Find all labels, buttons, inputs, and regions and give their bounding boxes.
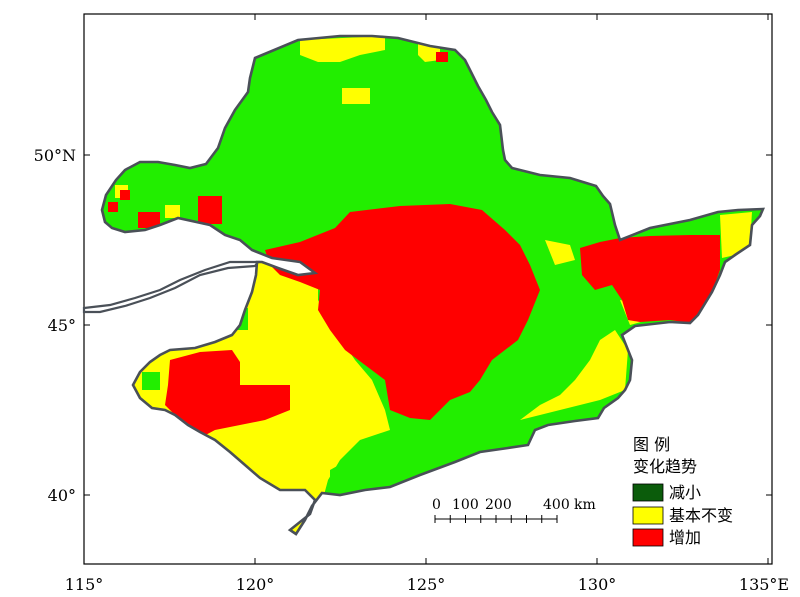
scale-bar: 0 100 200 400 km <box>432 497 596 523</box>
scale-ticks <box>434 515 558 523</box>
legend-subtitle: 变化趋势 <box>633 457 697 476</box>
scale-label-km: km <box>574 497 596 513</box>
x-tick-label: 115° <box>65 575 104 594</box>
x-tick-label: 135°E <box>739 575 789 594</box>
legend-label-increase: 增加 <box>669 528 701 547</box>
neighbor-boundary <box>82 260 261 314</box>
x-tick-label: 120° <box>236 575 275 594</box>
y-tick-label: 40° <box>48 486 76 505</box>
scale-label-100: 100 <box>452 497 479 513</box>
legend-title: 图 例 <box>633 435 670 454</box>
x-axis-ticks: 115° 120° 125° 130° 135°E <box>65 14 789 594</box>
map-frame <box>83 13 773 565</box>
scale-label-200: 200 <box>485 497 512 513</box>
region-red <box>108 52 720 438</box>
legend: 图 例 变化趋势 减小 基本不变 增加 <box>632 435 733 547</box>
legend-swatch-decrease <box>632 483 664 502</box>
trend-regions <box>102 36 763 534</box>
legend-label-decrease: 减小 <box>669 483 701 502</box>
scale-label-0: 0 <box>432 497 441 513</box>
x-tick-label: 130° <box>578 575 617 594</box>
x-tick-label: 125° <box>407 575 446 594</box>
legend-swatch-increase <box>632 528 664 547</box>
legend-swatch-unchanged <box>632 506 664 525</box>
y-tick-label: 45° <box>48 316 76 335</box>
y-tick-label: 50°N <box>34 146 76 165</box>
scale-label-400: 400 <box>543 497 570 513</box>
legend-label-unchanged: 基本不变 <box>669 506 733 525</box>
y-axis-ticks: 50°N 45° 40° <box>34 146 772 505</box>
